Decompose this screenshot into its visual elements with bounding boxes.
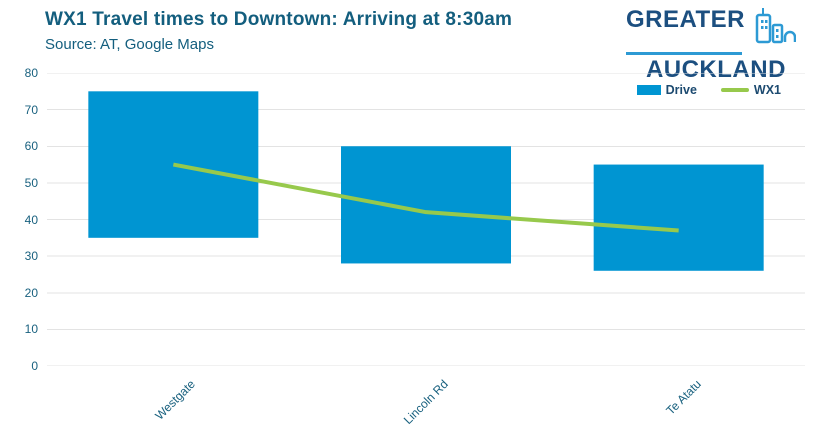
drive-range-bar xyxy=(341,146,511,264)
greater-auckland-logo: GREATER AUCKLAND xyxy=(625,6,797,83)
chart-legend: Drive WX1 xyxy=(636,83,781,97)
y-axis-label: 50 xyxy=(24,175,38,190)
legend-item-drive: Drive xyxy=(636,83,697,97)
y-axis-label: 0 xyxy=(31,359,38,373)
logo-text-greater: GREATER xyxy=(625,6,745,33)
y-axis-label: 70 xyxy=(24,102,38,117)
x-axis-label: Lincoln Rd xyxy=(400,377,451,427)
legend-item-wx1: WX1 xyxy=(720,83,781,97)
y-axis-label: 10 xyxy=(24,322,38,337)
legend-label: WX1 xyxy=(753,83,781,97)
logo-text-auckland: AUCKLAND xyxy=(645,56,786,83)
y-axis-label: 40 xyxy=(24,212,38,227)
legend-label: Drive xyxy=(665,83,697,97)
legend-bar-swatch xyxy=(636,85,661,95)
y-axis-label: 80 xyxy=(24,66,38,80)
x-axis-label: Westgate xyxy=(152,377,199,423)
drive-range-bar xyxy=(593,164,764,271)
chart-title: WX1 Travel times to Downtown: Arriving a… xyxy=(45,9,513,30)
wx1-line xyxy=(172,162,679,233)
plot-area xyxy=(47,72,805,371)
city-skyline-icon xyxy=(750,8,797,49)
y-axis-label: 20 xyxy=(24,285,38,300)
drive-range-bar xyxy=(88,91,259,238)
x-axis-label: Te Atatu xyxy=(662,377,704,418)
y-axis-label: 30 xyxy=(24,249,38,264)
logo-underline xyxy=(625,52,742,55)
legend-line-swatch xyxy=(720,88,749,92)
chart-source: Source: AT, Google Maps xyxy=(45,36,214,53)
y-axis-label: 60 xyxy=(24,139,38,154)
